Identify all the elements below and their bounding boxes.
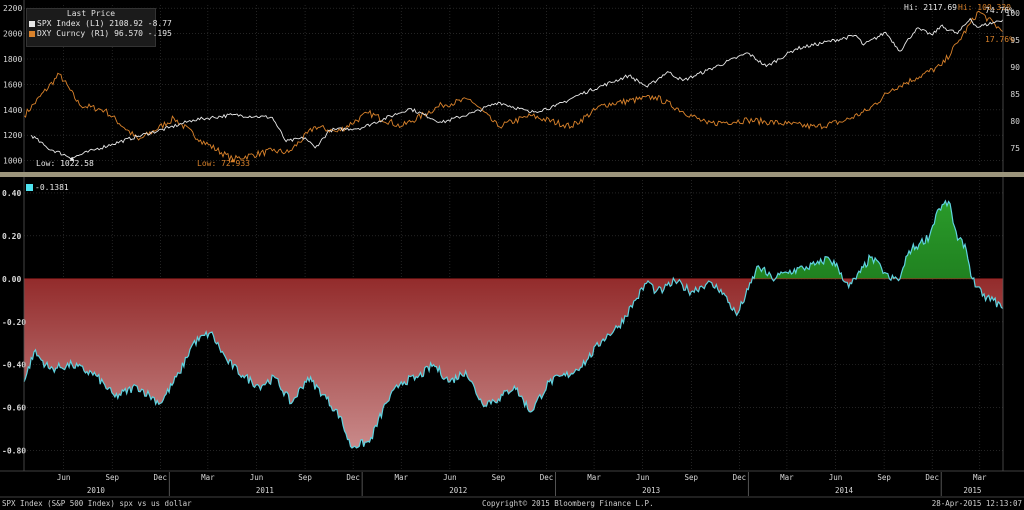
- x-month-label: Sep: [298, 473, 312, 482]
- y-bottom-tick-label: 0.40: [2, 189, 21, 198]
- spx-low-marker: [69, 156, 75, 161]
- x-month-label: Dec: [154, 473, 168, 482]
- footer-title: SPX Index (S&P 500 Index) spx vs us doll…: [2, 499, 192, 508]
- x-month-label: Jun: [443, 473, 457, 482]
- x-month-label: Jun: [636, 473, 650, 482]
- dxy-hi-label: Hi: 100.330: [958, 3, 1011, 12]
- x-month-label: Mar: [394, 473, 408, 482]
- footer-timestamp: 28-Apr-2015 12:13:07: [931, 499, 1022, 508]
- y-left-tick-label: 2200: [3, 4, 22, 13]
- legend-corr-swatch: [26, 184, 33, 191]
- y-right-tick-label: 85: [1010, 90, 1020, 99]
- x-year-label: 2015: [963, 486, 981, 495]
- legend-spx: SPX Index (L1) 2108.92 -8.77: [27, 19, 172, 29]
- y-right-tick-label: 75: [1010, 144, 1020, 153]
- x-month-label: Sep: [492, 473, 506, 482]
- x-month-label: Dec: [925, 473, 939, 482]
- spx-last-label: 74.76%: [985, 6, 1014, 15]
- correlation-legend: -0.1381: [26, 183, 69, 192]
- x-month-label: Sep: [685, 473, 699, 482]
- y-right-tick-label: 80: [1010, 117, 1020, 126]
- x-month-label: Jun: [57, 473, 71, 482]
- y-left-tick-label: 1000: [3, 157, 22, 166]
- footer: SPX Index (S&P 500 Index) spx vs us doll…: [0, 498, 1024, 510]
- x-year-label: 2014: [835, 486, 854, 495]
- dxy-low-label: Low: 72.933: [197, 159, 250, 168]
- y-left-tick-label: 1400: [3, 106, 22, 115]
- y-bottom-tick-label: -0.60: [2, 404, 26, 413]
- legend-spx-text: SPX Index (L1) 2108.92 -8.77: [37, 19, 172, 28]
- x-month-label: Jun: [829, 473, 843, 482]
- x-month-label: Jun: [250, 473, 264, 482]
- y-bottom-tick-label: 0.00: [2, 275, 21, 284]
- x-month-label: Dec: [540, 473, 554, 482]
- correlation-area: [23, 199, 1004, 449]
- axes: Jun Sep Dec Mar Jun Sep Dec Mar Jun Sep Dec Mar Jun S…: [0, 0, 1024, 498]
- x-month-label: Dec: [733, 473, 747, 482]
- panel-divider: [0, 172, 1024, 177]
- x-year-label: 2010: [87, 486, 106, 495]
- x-year-label: 2013: [642, 486, 660, 495]
- y-bottom-tick-label: -0.20: [2, 318, 26, 327]
- x-year-label: 2011: [256, 486, 274, 495]
- negative-area: [24, 279, 1003, 448]
- y-right-tick-label: 90: [1010, 63, 1020, 72]
- y-right-tick-label: 95: [1010, 36, 1020, 45]
- price-legend: Last Price SPX Index (L1) 2108.92 -8.77 …: [26, 8, 172, 47]
- y-left-tick-label: 1800: [3, 55, 22, 64]
- legend-dxy-text: DXY Curncy (R1) 96.570 -.195: [37, 29, 172, 38]
- y-bottom-tick-label: -0.80: [2, 447, 26, 456]
- x-month-label: Sep: [877, 473, 891, 482]
- dxy-low-marker: [230, 158, 236, 163]
- legend-spx-swatch: [29, 20, 35, 27]
- spx-hi-label: Hi: 2117.69: [904, 3, 957, 12]
- footer-copyright: Copyright© 2015 Bloomberg Finance L.P.: [482, 499, 654, 508]
- correlation-line: [23, 199, 1004, 449]
- top-panel-bg: [0, 0, 1024, 172]
- y-left-tick-label: 1200: [3, 131, 22, 140]
- positive-area: [24, 200, 1003, 279]
- y-left-tick-label: 1600: [3, 80, 22, 89]
- legend-dxy: DXY Curncy (R1) 96.570 -.195: [27, 29, 172, 39]
- dxy-series-line: [24, 10, 1003, 163]
- x-month-label: Mar: [587, 473, 601, 482]
- legend-dxy-swatch: [29, 30, 35, 37]
- legend-corr-text: -0.1381: [35, 183, 69, 192]
- y-right-tick-label: 100: [1006, 9, 1021, 18]
- x-month-label: Sep: [105, 473, 119, 482]
- x-year-label: 2012: [449, 486, 467, 495]
- x-month-label: Mar: [780, 473, 794, 482]
- legend-header: Last Price: [66, 9, 116, 18]
- y-bottom-tick-label: -0.40: [2, 361, 26, 370]
- dxy-last-label: 17.76%: [985, 35, 1014, 44]
- top-grid: [24, 5, 1003, 167]
- y-bottom-tick-label: 0.20: [2, 232, 21, 241]
- spx-low-label: Low: 1022.58: [36, 159, 94, 168]
- y-left-tick-label: 2000: [3, 30, 22, 39]
- x-month-label: Mar: [973, 473, 987, 482]
- spx-series-line: [31, 17, 1003, 160]
- annotations: Low: 1022.58 Low: 72.933 Hi: 2117.69 Hi: 10…: [36, 3, 1014, 168]
- x-month-label: Dec: [346, 473, 360, 482]
- x-month-label: Mar: [201, 473, 215, 482]
- price-lines: [24, 10, 1003, 163]
